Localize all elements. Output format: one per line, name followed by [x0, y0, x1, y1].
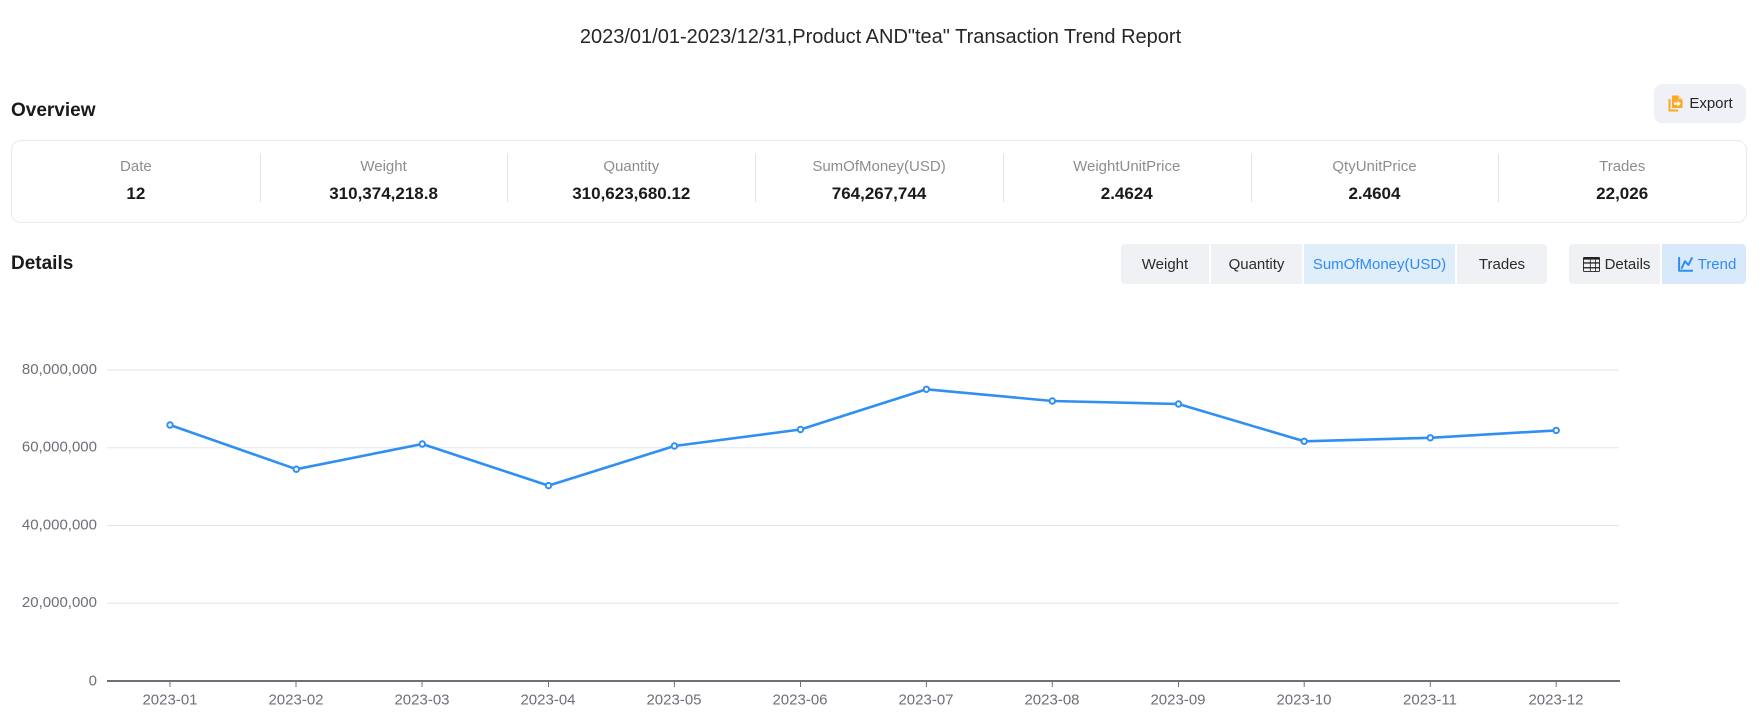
- svg-text:2023-09: 2023-09: [1150, 692, 1205, 709]
- svg-text:2023-08: 2023-08: [1024, 692, 1079, 709]
- svg-text:2023-10: 2023-10: [1276, 692, 1331, 709]
- svg-text:2023-03: 2023-03: [394, 692, 449, 709]
- svg-text:60,000,000: 60,000,000: [22, 439, 97, 456]
- svg-text:2023-02: 2023-02: [268, 692, 323, 709]
- svg-text:20,000,000: 20,000,000: [22, 594, 97, 611]
- svg-text:0: 0: [89, 673, 97, 690]
- svg-text:2023-01: 2023-01: [142, 692, 197, 709]
- svg-text:2023-12: 2023-12: [1528, 692, 1583, 709]
- svg-text:2023-05: 2023-05: [646, 692, 701, 709]
- svg-text:80,000,000: 80,000,000: [22, 361, 97, 378]
- svg-text:2023-06: 2023-06: [772, 692, 827, 709]
- svg-text:2023-11: 2023-11: [1403, 692, 1457, 709]
- svg-text:2023-07: 2023-07: [898, 692, 953, 709]
- svg-text:2023-04: 2023-04: [520, 692, 575, 709]
- svg-text:40,000,000: 40,000,000: [22, 517, 97, 534]
